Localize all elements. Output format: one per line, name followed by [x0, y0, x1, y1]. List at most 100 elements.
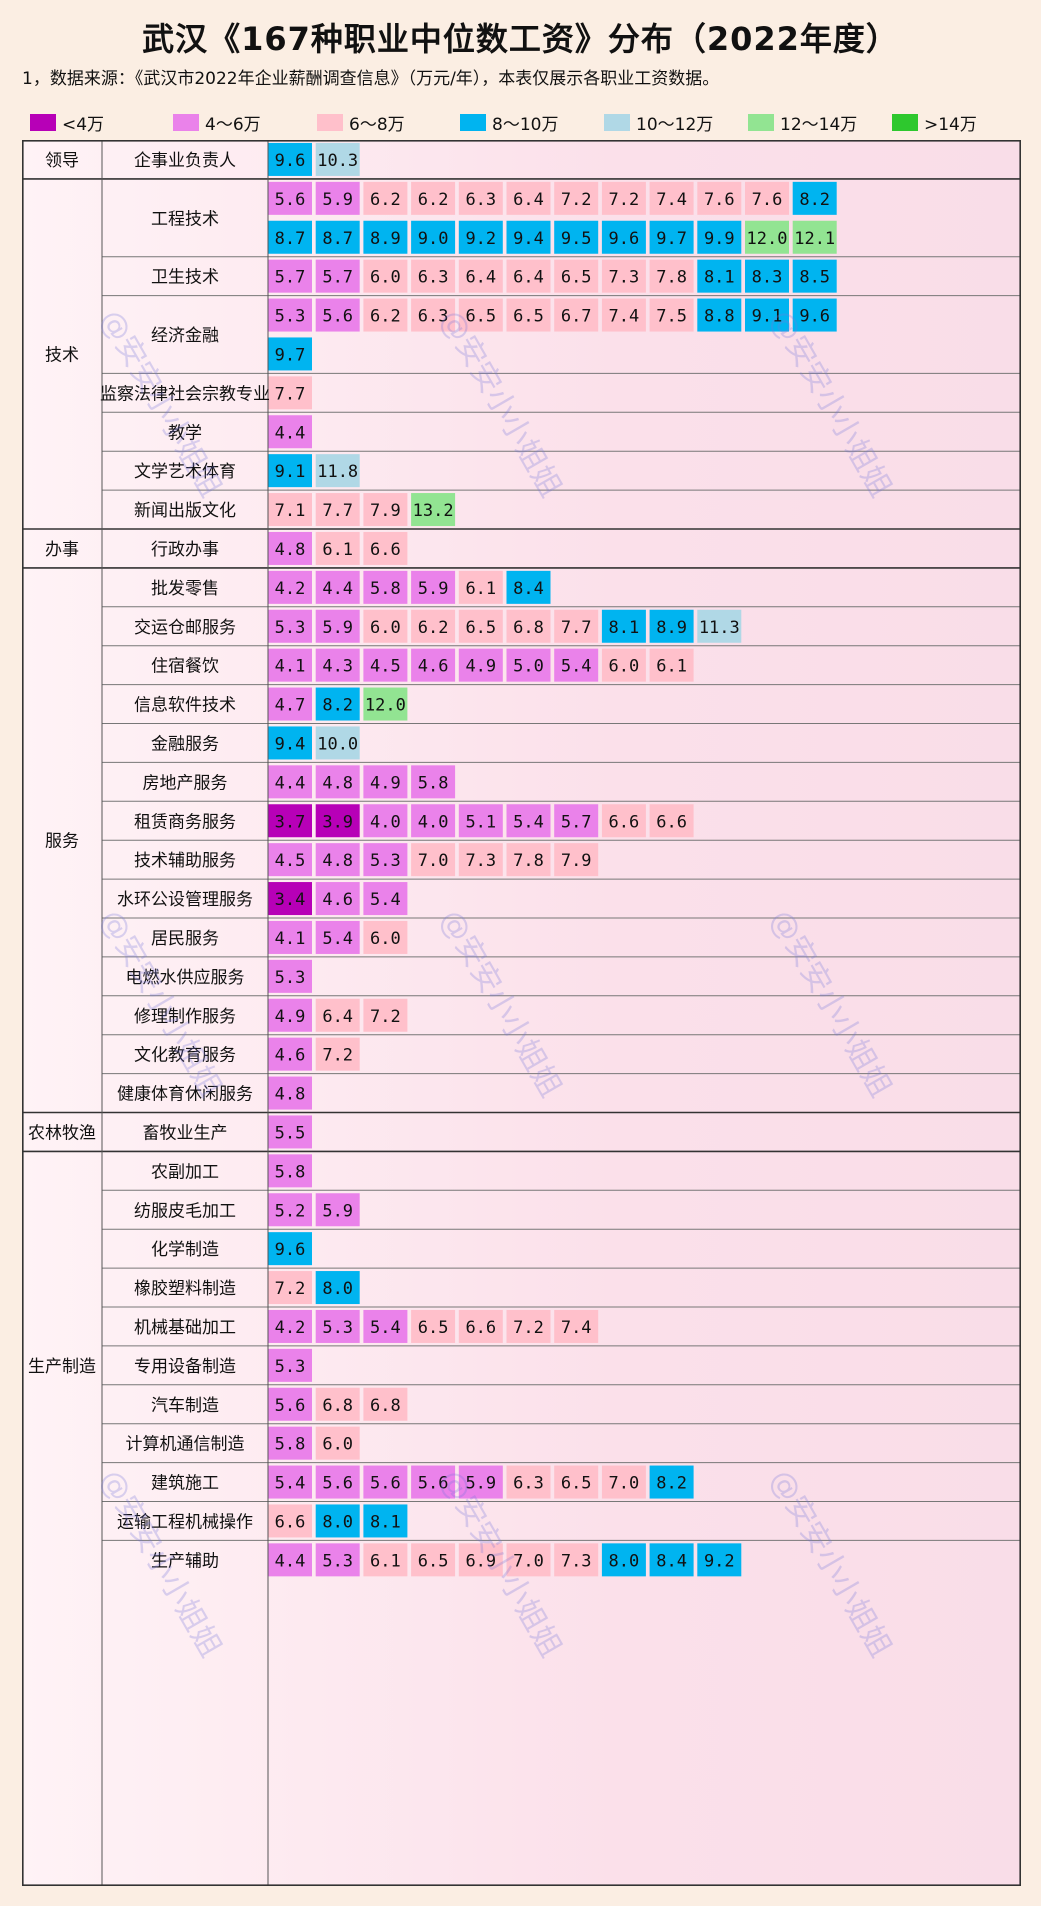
value-label: 4.1 — [275, 657, 306, 677]
value-label: 5.6 — [322, 307, 353, 327]
occupation-label: 文学艺术体育 — [134, 462, 236, 482]
value-label: 8.2 — [799, 190, 830, 210]
value-cell — [745, 220, 789, 254]
value-cell — [268, 1543, 312, 1577]
value-cell — [411, 1543, 456, 1577]
value-label: 12.0 — [365, 696, 406, 716]
value-label: 5.1 — [465, 812, 496, 832]
value-cell — [268, 1076, 312, 1110]
value-cell — [363, 998, 408, 1032]
value-cell — [411, 259, 456, 293]
value-label: 9.6 — [609, 229, 640, 249]
value-cell — [697, 181, 742, 215]
value-cell — [315, 1504, 360, 1538]
value-cell — [363, 920, 408, 954]
value-cell — [268, 454, 312, 488]
value-cell — [268, 920, 312, 954]
value-label: 5.3 — [275, 618, 306, 638]
value-cell — [792, 259, 837, 293]
value-cell — [315, 1465, 360, 1499]
occupation-label: 修理制作服务 — [134, 1007, 236, 1027]
value-label: 8.3 — [752, 268, 783, 288]
value-label: 6.0 — [370, 929, 401, 949]
value-cell — [363, 181, 408, 215]
value-cell — [506, 570, 551, 604]
occupation-label: 水环公设管理服务 — [117, 890, 253, 910]
value-label: 9.4 — [513, 229, 544, 249]
occupation-label: 健康体育休闲服务 — [117, 1085, 253, 1105]
legend: <4万 4～6万 6～8万 8～10万 10～12万 12～14万 >14万 — [0, 100, 1041, 140]
occupation-label: 汽车制造 — [151, 1396, 219, 1416]
value-cell — [458, 609, 503, 643]
value-cell — [745, 298, 789, 332]
value-label: 8.0 — [322, 1512, 353, 1532]
value-label: 5.9 — [418, 579, 449, 599]
value-label: 4.6 — [418, 657, 449, 677]
value-label: 9.2 — [704, 1551, 735, 1571]
value-cell — [315, 570, 360, 604]
value-cell — [268, 376, 312, 410]
value-cell — [268, 259, 312, 293]
data-source-note: 1，数据来源：《武汉市2022年企业薪酬调查信息》（万元/年），本表仅展示各职业… — [22, 69, 720, 89]
value-label: 6.6 — [465, 1318, 496, 1338]
value-label: 5.5 — [275, 1123, 306, 1143]
value-cell — [363, 1465, 408, 1499]
value-label: 8.7 — [275, 229, 306, 249]
value-label: 6.5 — [561, 1474, 592, 1494]
value-label: 9.7 — [275, 345, 306, 365]
legend-swatch — [173, 114, 199, 131]
value-label: 6.0 — [322, 1435, 353, 1455]
value-label: 4.0 — [418, 812, 449, 832]
legend-swatch — [317, 114, 343, 131]
value-label: 9.9 — [704, 229, 735, 249]
value-label: 7.0 — [609, 1474, 640, 1494]
value-cell — [411, 609, 456, 643]
value-label: 7.8 — [656, 268, 687, 288]
occupation-label: 监察法律社会宗教专业 — [100, 384, 270, 404]
value-cell — [315, 1309, 360, 1343]
value-label: 5.8 — [370, 579, 401, 599]
value-label: 4.8 — [322, 851, 353, 871]
value-cell — [697, 259, 742, 293]
value-cell — [268, 1154, 312, 1188]
value-label: 4.3 — [322, 657, 353, 677]
value-cell — [411, 1465, 456, 1499]
value-cell — [506, 1465, 551, 1499]
value-label: 5.8 — [418, 773, 449, 793]
value-label: 7.7 — [561, 618, 592, 638]
value-cell — [268, 1504, 312, 1538]
value-label: 6.3 — [418, 307, 449, 327]
value-label: 4.1 — [275, 929, 306, 949]
value-label: 5.4 — [322, 929, 353, 949]
value-cell — [268, 843, 312, 877]
value-cell — [458, 1309, 503, 1343]
value-cell — [363, 493, 408, 527]
value-cell — [268, 882, 312, 916]
value-label: 5.3 — [322, 1551, 353, 1571]
value-label: 6.4 — [513, 268, 544, 288]
value-label: 6.1 — [465, 579, 496, 599]
value-label: 6.6 — [370, 540, 401, 560]
value-cell — [554, 843, 599, 877]
value-label: 4.8 — [275, 540, 306, 560]
value-label: 11.3 — [699, 618, 740, 638]
value-label: 8.9 — [370, 229, 401, 249]
value-cell — [458, 298, 503, 332]
value-cell — [649, 648, 694, 682]
value-label: 4.6 — [322, 890, 353, 910]
value-label: 7.2 — [370, 1007, 401, 1027]
value-label: 5.6 — [322, 1474, 353, 1494]
value-cell — [649, 181, 694, 215]
legend-swatch — [748, 114, 774, 131]
legend-item: 12～14万 — [748, 110, 857, 135]
value-cell — [268, 181, 312, 215]
value-cell — [649, 1465, 694, 1499]
value-label: 9.2 — [465, 229, 496, 249]
value-label: 4.4 — [322, 579, 353, 599]
value-cell — [363, 1387, 408, 1421]
value-label: 13.2 — [413, 501, 454, 521]
occupation-label: 文化教育服务 — [134, 1046, 236, 1066]
value-cell — [315, 804, 360, 838]
value-label: 5.2 — [275, 1201, 306, 1221]
value-cell — [506, 804, 551, 838]
